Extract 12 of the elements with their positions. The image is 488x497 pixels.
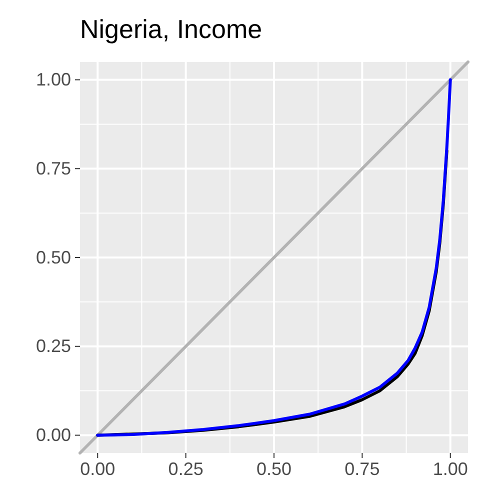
y-tick-label: 0.50 [36, 247, 71, 268]
x-tick-label: 0.75 [344, 458, 380, 479]
y-tick-label: 0.75 [36, 158, 71, 178]
y-tick-label: 0.25 [36, 336, 71, 356]
y-tick-label: 0.00 [36, 424, 71, 445]
x-tick-label: 1.00 [432, 458, 468, 479]
chart-title: Nigeria, Income [80, 14, 262, 44]
x-tick-label: 0.00 [80, 458, 116, 479]
y-tick-label: 1.00 [36, 70, 71, 90]
x-tick-label: 0.25 [168, 458, 204, 479]
line-series [96, 78, 452, 437]
x-tick-label: 0.50 [256, 458, 292, 479]
